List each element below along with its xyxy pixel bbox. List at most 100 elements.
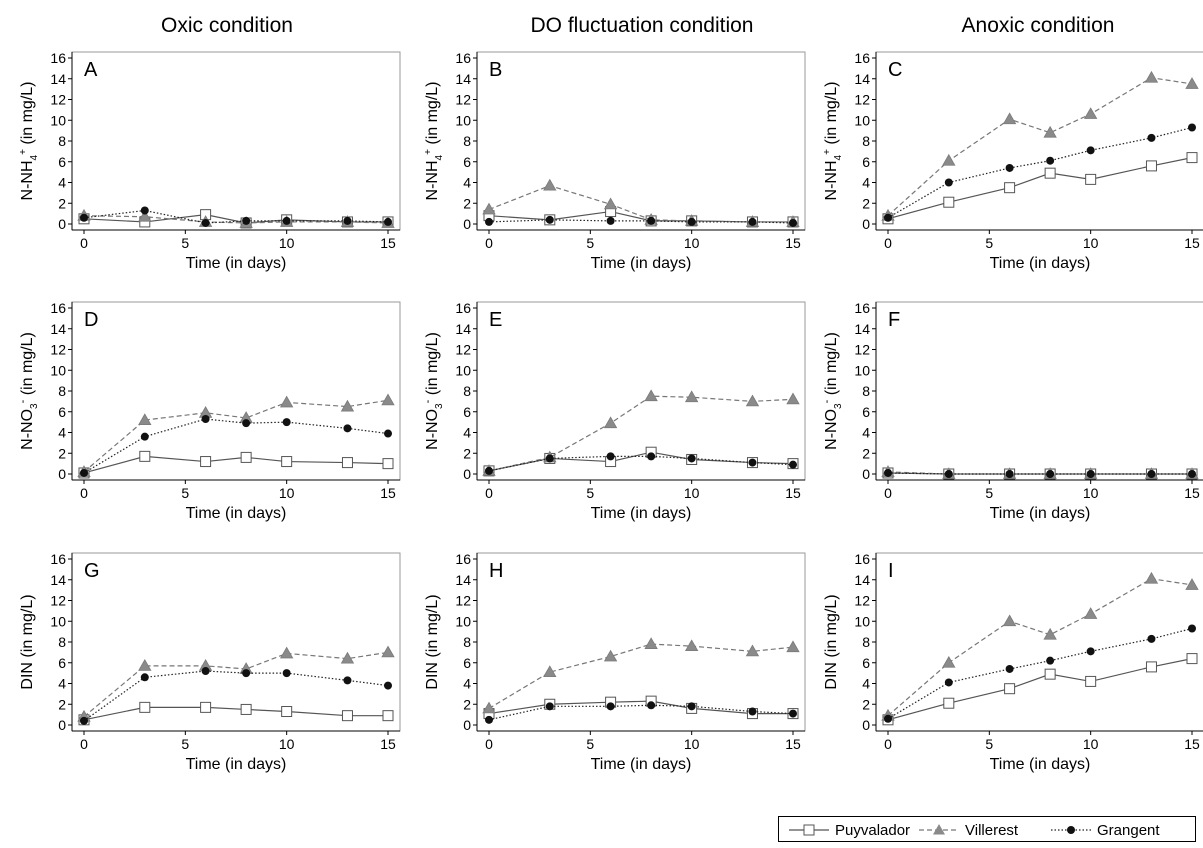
y-tick-label: 12: [50, 92, 66, 108]
y-tick-label: 6: [58, 154, 66, 170]
y-tick-label: 14: [854, 321, 870, 337]
y-tick-label: 2: [862, 696, 870, 712]
point-grangent: [1046, 470, 1055, 478]
y-tick-label: 2: [58, 195, 66, 211]
point-grangent: [1005, 163, 1014, 172]
x-tick-label: 15: [785, 736, 801, 752]
x-tick-label: 15: [1184, 736, 1200, 752]
y-tick-label: 4: [463, 425, 471, 441]
y-tick-label: 4: [58, 425, 66, 441]
point-villerest: [603, 197, 618, 210]
y-tick-label: 0: [58, 717, 66, 733]
point-villerest: [1043, 627, 1057, 640]
y-tick-label: 16: [50, 300, 66, 316]
x-axis-label: Time (in days): [186, 505, 287, 522]
point-grangent: [944, 470, 953, 478]
y-tick-label: 12: [854, 342, 870, 358]
y-tick-label: 8: [862, 383, 870, 399]
panel-c: 0 2 4 6 8 10 12 14 16 0 5 10 15 Time (in days) C N-NH4+…: [822, 50, 1203, 272]
y-tick-label: 14: [854, 71, 870, 87]
y-tick-label: 4: [862, 175, 870, 191]
x-tick-label: 15: [785, 485, 801, 501]
plot-frame: [476, 301, 806, 481]
panel-letter: B: [489, 59, 502, 81]
y-tick-label: 8: [58, 634, 66, 650]
point-grangent: [201, 667, 210, 676]
point-villerest: [942, 153, 956, 166]
y-tick-label: 6: [862, 404, 870, 420]
panel-e: 0 2 4 6 8 10 12 14 16 0 5 10 15 Time (in days) E N-NO3-…: [422, 300, 806, 522]
y-tick-label: 12: [455, 342, 471, 358]
point-grangent: [242, 216, 251, 225]
point-puyvalador: [1004, 182, 1016, 194]
point-puyvalador: [281, 456, 293, 468]
panel-letter: F: [888, 309, 900, 331]
x-tick-label: 0: [485, 235, 493, 251]
y-axis-label: N-NO3- (in mg/L): [17, 332, 40, 450]
point-grangent: [1188, 624, 1196, 633]
legend-label-villerest: Villerest: [965, 822, 1019, 839]
y-axis-label: N-NH4+ (in mg/L): [423, 82, 445, 201]
x-axis-label: Time (in days): [591, 756, 692, 773]
y-tick-label: 8: [463, 634, 471, 650]
panel-i: 0 2 4 6 8 10 12 14 16 0 5 10 15 Time (in days) I DIN (i…: [823, 551, 1203, 773]
panel-f: 0 2 4 6 8 10 12 14 16 0 5 10 15 Time (in days) F N-NO3-…: [821, 300, 1203, 522]
y-tick-label: 0: [463, 216, 471, 232]
x-tick-label: 5: [181, 485, 189, 501]
point-grangent: [647, 216, 656, 225]
y-tick-label: 8: [463, 133, 471, 149]
x-tick-label: 15: [1184, 485, 1200, 501]
y-tick-label: 8: [862, 634, 870, 650]
point-villerest: [1083, 107, 1098, 119]
y-tick-label: 2: [58, 696, 66, 712]
point-grangent: [944, 178, 953, 187]
point-grangent: [282, 216, 291, 225]
x-tick-label: 15: [380, 235, 396, 251]
x-axis-label: Time (in days): [591, 255, 692, 272]
point-grangent: [647, 452, 656, 461]
y-tick-label: 0: [862, 216, 870, 232]
point-grangent: [242, 669, 251, 678]
point-puyvalador: [240, 451, 252, 463]
point-grangent: [1147, 470, 1156, 478]
point-puyvalador: [1145, 160, 1157, 172]
point-grangent: [884, 468, 892, 477]
point-villerest: [279, 646, 294, 659]
x-tick-label: 0: [884, 736, 892, 752]
point-puyvalador: [1044, 167, 1056, 179]
y-axis-label: N-NH4+ (in mg/L): [822, 82, 844, 201]
plot-frame: [71, 301, 401, 481]
x-axis-label: Time (in days): [186, 756, 287, 773]
x-tick-label: 10: [279, 736, 295, 752]
point-puyvalador: [1044, 668, 1056, 680]
point-villerest: [381, 645, 395, 658]
x-tick-label: 0: [485, 485, 493, 501]
x-tick-label: 5: [985, 736, 993, 752]
y-tick-label: 10: [854, 613, 870, 629]
y-tick-label: 6: [463, 154, 471, 170]
point-grangent: [789, 709, 797, 718]
point-villerest: [543, 665, 557, 677]
y-tick-label: 14: [50, 321, 66, 337]
y-tick-label: 14: [455, 71, 471, 87]
y-tick-label: 16: [854, 300, 870, 316]
point-villerest: [1083, 607, 1098, 619]
column-title-do-fluctuation: DO fluctuation condition: [530, 14, 754, 37]
y-tick-label: 10: [854, 112, 870, 128]
point-grangent: [282, 418, 291, 427]
panel-letter: I: [888, 560, 894, 582]
y-tick-label: 0: [463, 717, 471, 733]
point-grangent: [242, 419, 251, 428]
x-tick-label: 10: [279, 485, 295, 501]
y-tick-label: 12: [50, 593, 66, 609]
point-grangent: [1005, 664, 1014, 673]
y-tick-label: 4: [463, 676, 471, 692]
point-grangent: [1086, 146, 1095, 155]
y-tick-label: 10: [50, 362, 66, 378]
y-tick-label: 6: [862, 154, 870, 170]
point-grangent: [748, 217, 757, 226]
point-puyvalador: [1085, 675, 1097, 687]
point-grangent: [1046, 156, 1055, 165]
point-villerest: [1002, 112, 1017, 125]
